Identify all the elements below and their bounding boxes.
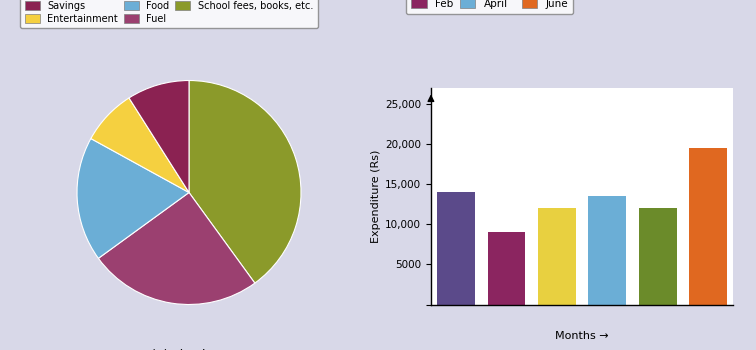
Bar bbox=[437, 192, 475, 304]
Wedge shape bbox=[189, 80, 301, 283]
Wedge shape bbox=[91, 98, 189, 192]
Wedge shape bbox=[77, 139, 189, 258]
Text: (a) Pie chart: (a) Pie chart bbox=[150, 349, 228, 350]
Wedge shape bbox=[98, 193, 255, 304]
Bar bbox=[588, 196, 626, 304]
Y-axis label: Expenditure (Rs): Expenditure (Rs) bbox=[371, 149, 381, 243]
Legend: Savings, Entertainment, Food, Fuel, School fees, books, etc.: Savings, Entertainment, Food, Fuel, Scho… bbox=[20, 0, 318, 28]
Bar bbox=[538, 208, 576, 304]
Wedge shape bbox=[129, 80, 189, 193]
Legend: Jan, Feb, March, April, May, June: Jan, Feb, March, April, May, June bbox=[406, 0, 573, 14]
Text: Months →: Months → bbox=[556, 330, 609, 341]
Bar bbox=[488, 232, 525, 304]
Bar bbox=[689, 148, 727, 304]
Bar bbox=[639, 208, 677, 304]
